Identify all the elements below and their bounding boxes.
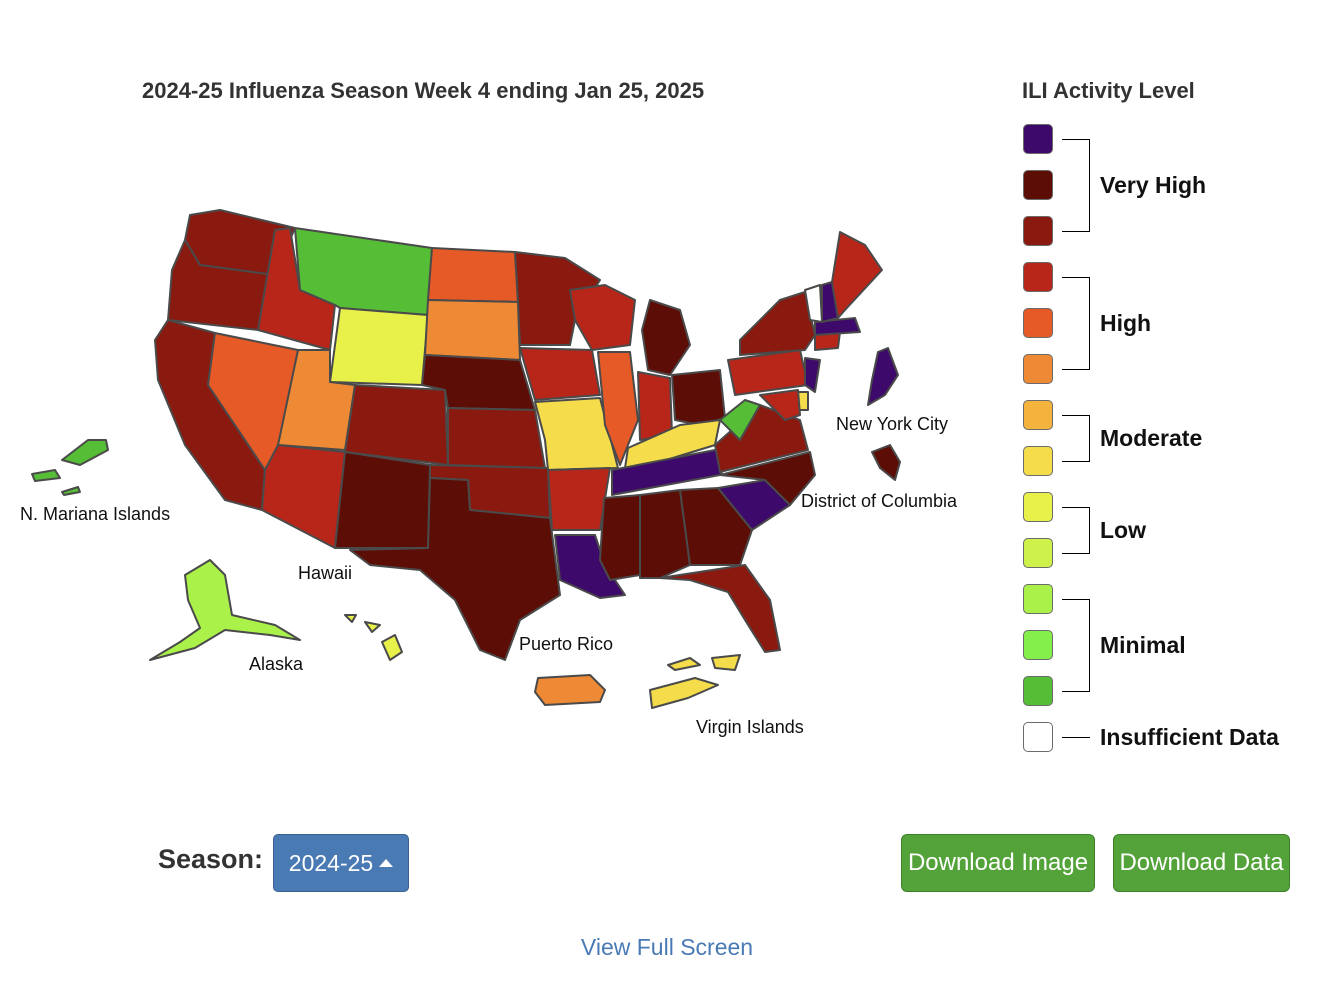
download-data-button[interactable]: Download Data bbox=[1113, 834, 1290, 892]
territory-vi-2[interactable] bbox=[667, 657, 701, 671]
legend-swatch bbox=[1023, 124, 1053, 154]
state-co[interactable] bbox=[344, 384, 449, 466]
legend-dash-insufficient bbox=[1062, 737, 1090, 738]
legend-level-high: High bbox=[1100, 310, 1152, 336]
legend-bracket-moderate bbox=[1062, 415, 1090, 462]
state-pa[interactable] bbox=[727, 349, 809, 396]
state-wi[interactable] bbox=[569, 284, 636, 351]
state-nm[interactable] bbox=[334, 451, 431, 549]
territory-hawaii-2[interactable] bbox=[344, 614, 357, 623]
legend-level-moderate: Moderate bbox=[1100, 425, 1203, 451]
legend-bracket-minimal bbox=[1062, 599, 1090, 692]
legend-level-minimal: Minimal bbox=[1100, 632, 1186, 658]
state-ms[interactable] bbox=[599, 494, 641, 581]
download-image-button[interactable]: Download Image bbox=[901, 834, 1095, 892]
territory-mariana-2[interactable] bbox=[31, 469, 61, 482]
season-select[interactable]: 2024-25 bbox=[273, 834, 409, 892]
legend-bracket-very-high bbox=[1062, 139, 1090, 232]
territory-mariana[interactable] bbox=[61, 439, 109, 466]
state-ma[interactable] bbox=[814, 317, 861, 336]
view-full-screen-link[interactable]: View Full Screen bbox=[580, 934, 754, 960]
legend-level-low: Low bbox=[1100, 517, 1146, 543]
label-dc: District of Columbia bbox=[801, 491, 958, 511]
legend-bracket-low bbox=[1062, 507, 1090, 554]
territory-hawaii-3[interactable] bbox=[364, 621, 381, 633]
legend-swatch bbox=[1023, 630, 1053, 660]
legend-swatch bbox=[1023, 446, 1053, 476]
state-fl[interactable] bbox=[659, 564, 781, 653]
territory-alaska[interactable] bbox=[149, 559, 301, 661]
season-label: Season: bbox=[158, 844, 264, 874]
label-alaska: Alaska bbox=[249, 654, 304, 674]
state-nc[interactable] bbox=[719, 451, 816, 506]
state-nd[interactable] bbox=[427, 247, 519, 303]
state-ar[interactable] bbox=[547, 467, 611, 531]
legend-level-very-high: Very High bbox=[1100, 172, 1207, 198]
legend-title: ILI Activity Level bbox=[1022, 78, 1195, 103]
state-wv[interactable] bbox=[719, 399, 761, 441]
state-il[interactable] bbox=[597, 351, 639, 466]
label-virgin-islands: Virgin Islands bbox=[696, 717, 804, 737]
state-az[interactable] bbox=[261, 444, 346, 549]
state-ga[interactable] bbox=[679, 487, 753, 566]
state-tx[interactable] bbox=[349, 477, 561, 661]
legend-swatch bbox=[1023, 400, 1053, 430]
legend-swatch bbox=[1023, 584, 1053, 614]
state-ks[interactable] bbox=[447, 407, 546, 469]
legend-level-insufficient: Insufficient Data bbox=[1100, 724, 1279, 750]
territory-pr[interactable] bbox=[534, 674, 606, 706]
legend-swatch bbox=[1023, 492, 1053, 522]
map-title: 2024-25 Influenza Season Week 4 ending J… bbox=[142, 78, 705, 103]
state-ia[interactable] bbox=[519, 347, 601, 401]
label-nyc: New York City bbox=[836, 414, 949, 434]
label-mariana: N. Mariana Islands bbox=[20, 504, 171, 524]
state-md[interactable] bbox=[759, 389, 801, 421]
territory-hawaii[interactable] bbox=[381, 634, 403, 661]
state-mi[interactable] bbox=[641, 299, 691, 376]
state-sd[interactable] bbox=[424, 299, 521, 361]
state-al[interactable] bbox=[639, 489, 691, 579]
inset-nyc[interactable] bbox=[867, 347, 899, 406]
state-la[interactable] bbox=[554, 534, 626, 599]
season-select-value: 2024-25 bbox=[288, 849, 374, 876]
legend-swatch bbox=[1023, 216, 1053, 246]
legend-bracket-high bbox=[1062, 277, 1090, 370]
territory-vi[interactable] bbox=[649, 677, 719, 709]
legend-swatch bbox=[1023, 538, 1053, 568]
legend-swatch bbox=[1023, 676, 1053, 706]
state-wy[interactable] bbox=[329, 307, 429, 386]
state-nj[interactable] bbox=[804, 357, 821, 393]
legend-swatch bbox=[1023, 722, 1053, 752]
legend-swatch bbox=[1023, 170, 1053, 200]
caret-up-icon bbox=[379, 859, 394, 867]
territory-vi-3[interactable] bbox=[711, 654, 741, 671]
state-oh[interactable] bbox=[671, 369, 726, 426]
legend-swatch bbox=[1023, 262, 1053, 292]
inset-dc[interactable] bbox=[871, 444, 901, 481]
state-me[interactable] bbox=[831, 231, 883, 319]
territory-mariana-3[interactable] bbox=[61, 486, 81, 496]
label-puerto-rico: Puerto Rico bbox=[519, 634, 614, 654]
state-mn[interactable] bbox=[514, 251, 601, 346]
legend-swatch bbox=[1023, 354, 1053, 384]
us-flu-map bbox=[31, 209, 901, 709]
label-hawaii: Hawaii bbox=[298, 563, 353, 583]
legend-swatch bbox=[1023, 308, 1053, 338]
state-ny[interactable] bbox=[739, 291, 816, 356]
